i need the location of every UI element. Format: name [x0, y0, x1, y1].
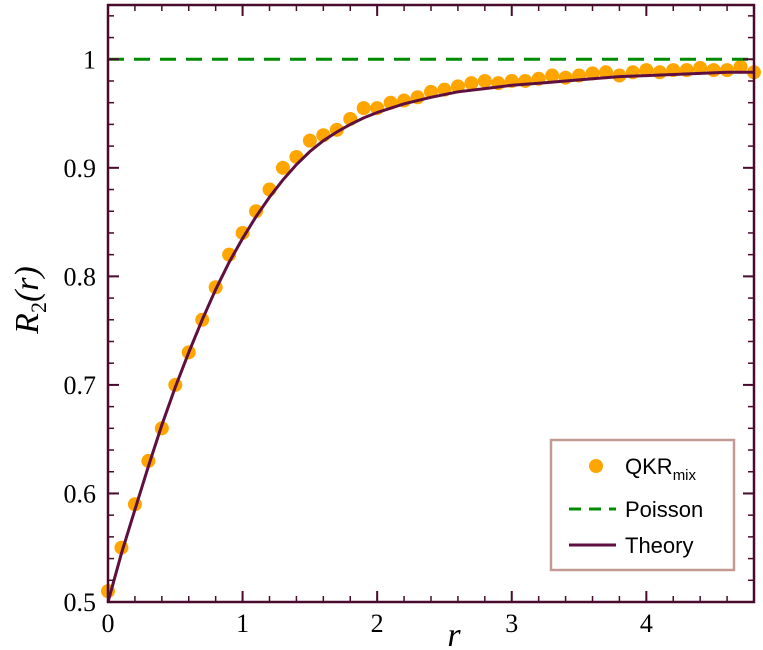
plot-area — [101, 57, 761, 603]
legend: QKRmix Poisson Theory — [549, 438, 736, 572]
y-tick-label: 0.6 — [64, 479, 97, 508]
data-point — [249, 204, 264, 219]
plot-frame — [106, 3, 756, 604]
y-tick-label: 0.5 — [64, 588, 97, 617]
legend-points-marker — [589, 459, 603, 473]
data-point — [464, 76, 479, 91]
y-axis-title: R2(r) — [9, 266, 51, 335]
data-point — [733, 59, 748, 74]
x-tick-label: 1 — [236, 609, 249, 638]
x-tick-label: 3 — [505, 609, 518, 638]
x-axis-title: r — [447, 617, 461, 650]
data-point — [545, 68, 560, 83]
legend-theory-label: Theory — [625, 533, 693, 558]
data-point — [302, 133, 317, 148]
data-point — [720, 63, 735, 78]
legend-poisson-label: Poisson — [625, 497, 703, 522]
data-point — [693, 60, 708, 75]
data-point — [652, 65, 667, 80]
legend-points-label: QKRmix — [625, 454, 697, 484]
data-point — [275, 160, 290, 175]
legend-points-sub: mix — [673, 467, 697, 484]
x-tick-label: 0 — [102, 609, 115, 638]
y-axis-title-sub: 2 — [26, 302, 51, 313]
y-tick-label: 1 — [83, 45, 96, 74]
y-tick-label: 0.9 — [64, 154, 97, 183]
legend-points-name: QKR — [625, 454, 673, 479]
data-point — [598, 65, 613, 80]
data-point — [585, 66, 600, 81]
x-tick-label: 2 — [371, 609, 384, 638]
y-tick-label: 0.8 — [64, 262, 97, 291]
data-point — [356, 101, 371, 116]
y-axis-title-main: R — [9, 313, 46, 335]
data-point — [639, 63, 654, 78]
x-tick-label: 4 — [640, 609, 653, 638]
theory-line — [106, 70, 754, 603]
svg-text:R2(r): R2(r) — [9, 266, 51, 335]
legend-box — [549, 438, 736, 572]
data-point — [235, 225, 250, 240]
data-point — [477, 73, 492, 88]
data-point — [706, 63, 721, 78]
tick-labels: 0 1 2 3 4 0.5 0.6 0.7 0.8 0.9 1 — [64, 45, 653, 638]
y-axis-title-rest: (r) — [9, 266, 46, 302]
y-tick-label: 0.7 — [64, 371, 97, 400]
